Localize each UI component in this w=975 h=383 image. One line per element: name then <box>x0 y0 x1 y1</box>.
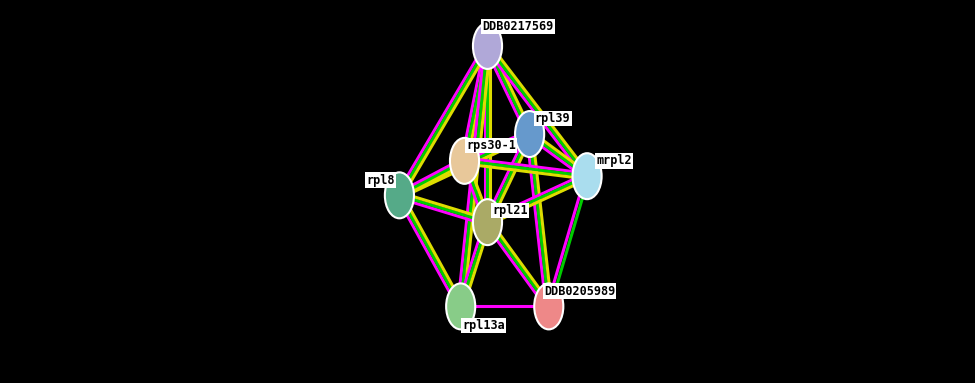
Ellipse shape <box>515 111 544 157</box>
Text: DDB0205989: DDB0205989 <box>544 285 615 298</box>
Text: rps30-1: rps30-1 <box>466 139 517 152</box>
Ellipse shape <box>473 199 502 245</box>
Text: DDB0217569: DDB0217569 <box>483 20 554 33</box>
Ellipse shape <box>534 283 564 329</box>
Text: rpl21: rpl21 <box>492 204 528 217</box>
Ellipse shape <box>450 138 479 184</box>
Ellipse shape <box>385 172 414 218</box>
Ellipse shape <box>572 153 602 199</box>
Ellipse shape <box>473 23 502 69</box>
Text: mrpl2: mrpl2 <box>596 154 632 167</box>
Text: rpl8: rpl8 <box>366 173 395 187</box>
Ellipse shape <box>447 283 475 329</box>
Text: rpl13a: rpl13a <box>462 319 505 332</box>
Text: rpl39: rpl39 <box>535 112 570 125</box>
